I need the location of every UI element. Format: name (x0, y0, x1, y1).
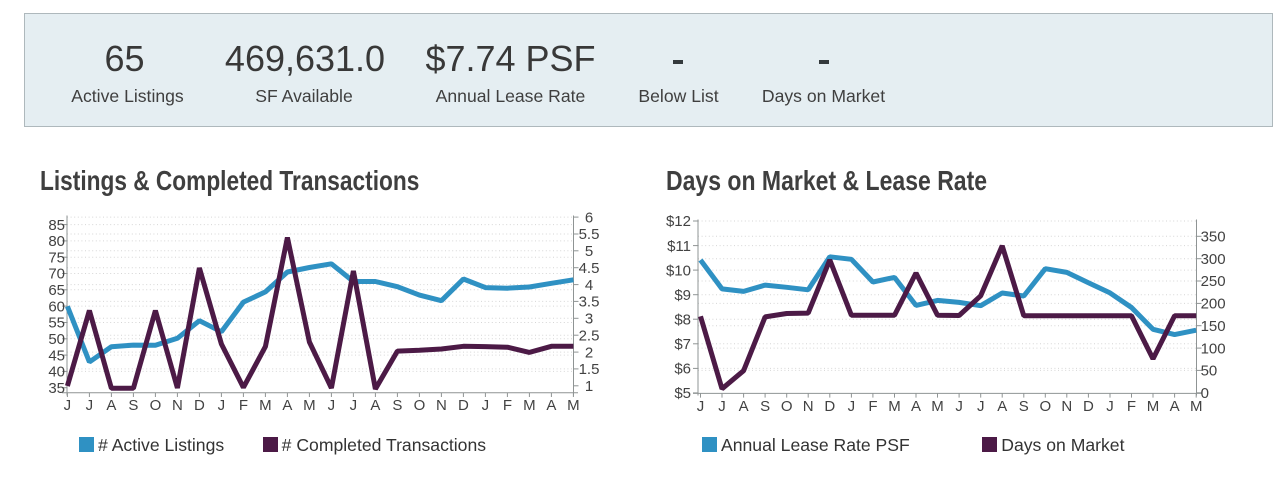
svg-text:F: F (1127, 398, 1136, 415)
svg-text:350: 350 (1201, 229, 1226, 246)
svg-text:60: 60 (48, 298, 65, 315)
svg-text:J: J (955, 398, 963, 415)
svg-text:35: 35 (48, 380, 65, 397)
svg-text:45: 45 (48, 347, 65, 364)
svg-text:D: D (194, 397, 205, 414)
svg-text:M: M (931, 398, 944, 415)
svg-text:M: M (259, 397, 272, 414)
svg-text:85: 85 (48, 217, 65, 234)
svg-text:N: N (436, 397, 447, 414)
svg-text:J: J (848, 398, 856, 415)
svg-text:300: 300 (1201, 251, 1226, 268)
svg-text:2: 2 (585, 344, 593, 361)
svg-text:4: 4 (585, 277, 593, 294)
svg-text:J: J (977, 398, 985, 415)
svg-text:J: J (86, 397, 94, 414)
svg-text:A: A (546, 397, 556, 414)
svg-text:S: S (128, 397, 138, 414)
svg-text:D: D (458, 397, 469, 414)
svg-text:A: A (997, 398, 1007, 415)
svg-text:S: S (760, 398, 770, 415)
svg-text:M: M (888, 398, 901, 415)
svg-text:O: O (150, 397, 162, 414)
svg-text:M: M (1190, 398, 1203, 415)
svg-text:J: J (64, 397, 72, 414)
svg-text:$10: $10 (666, 262, 691, 279)
svg-text:4.5: 4.5 (579, 260, 600, 277)
svg-text:F: F (503, 397, 512, 414)
svg-text:J: J (218, 397, 226, 414)
svg-text:65: 65 (48, 282, 65, 299)
svg-text:6: 6 (585, 209, 593, 226)
svg-text:A: A (282, 397, 292, 414)
svg-text:J: J (718, 398, 726, 415)
svg-text:70: 70 (48, 266, 65, 283)
svg-text:55: 55 (48, 315, 65, 332)
svg-text:250: 250 (1201, 273, 1226, 290)
svg-text:100: 100 (1201, 340, 1226, 357)
svg-text:M: M (303, 397, 316, 414)
svg-text:F: F (239, 397, 248, 414)
svg-text:O: O (414, 397, 426, 414)
svg-text:0: 0 (1201, 385, 1209, 402)
svg-text:N: N (1061, 398, 1072, 415)
svg-text:$5: $5 (674, 385, 691, 402)
svg-text:D: D (1083, 398, 1094, 415)
svg-text:$7: $7 (674, 336, 691, 353)
svg-text:J: J (697, 398, 705, 415)
svg-text:75: 75 (48, 249, 65, 266)
svg-text:A: A (911, 398, 921, 415)
svg-text:J: J (1106, 398, 1114, 415)
svg-text:F: F (868, 398, 877, 415)
svg-text:A: A (739, 398, 749, 415)
svg-text:80: 80 (48, 233, 65, 250)
svg-text:N: N (172, 397, 183, 414)
svg-text:O: O (1039, 398, 1051, 415)
svg-text:40: 40 (48, 364, 65, 381)
svg-text:A: A (370, 397, 380, 414)
svg-text:5.5: 5.5 (579, 226, 600, 243)
svg-text:5: 5 (585, 243, 593, 260)
svg-text:M: M (1147, 398, 1160, 415)
svg-text:M: M (567, 397, 580, 414)
svg-text:200: 200 (1201, 296, 1226, 313)
svg-text:S: S (1019, 398, 1029, 415)
svg-text:2.5: 2.5 (579, 327, 600, 344)
svg-text:150: 150 (1201, 318, 1226, 335)
svg-text:$8: $8 (674, 311, 691, 328)
svg-text:J: J (482, 397, 490, 414)
svg-text:$9: $9 (674, 287, 691, 304)
svg-text:1: 1 (585, 378, 593, 395)
svg-text:1.5: 1.5 (579, 361, 600, 378)
svg-text:50: 50 (48, 331, 65, 348)
svg-text:A: A (106, 397, 116, 414)
svg-text:3.5: 3.5 (579, 294, 600, 311)
svg-text:J: J (328, 397, 336, 414)
svg-text:$11: $11 (667, 238, 691, 255)
svg-text:$6: $6 (674, 361, 691, 378)
svg-text:O: O (781, 398, 793, 415)
svg-text:A: A (1170, 398, 1180, 415)
svg-text:J: J (350, 397, 358, 414)
svg-text:M: M (523, 397, 536, 414)
svg-text:$12: $12 (666, 213, 691, 230)
svg-text:D: D (824, 398, 835, 415)
svg-text:50: 50 (1201, 363, 1218, 380)
svg-text:S: S (392, 397, 402, 414)
svg-text:3: 3 (585, 311, 593, 328)
svg-text:N: N (803, 398, 814, 415)
